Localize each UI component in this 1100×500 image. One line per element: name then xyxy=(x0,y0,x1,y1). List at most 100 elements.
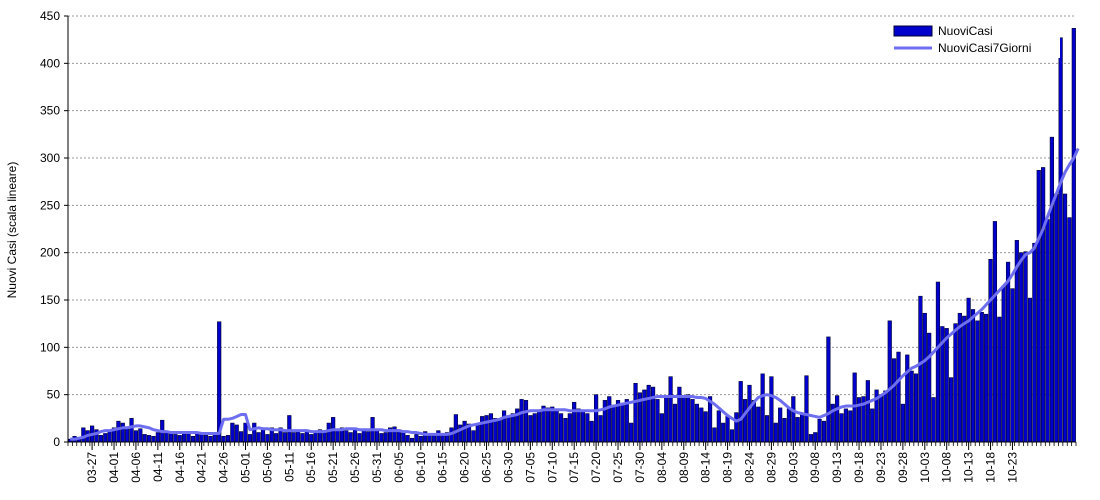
bar xyxy=(900,403,905,443)
x-tick-label: 05-21 xyxy=(326,452,340,483)
bar xyxy=(506,416,511,443)
bar xyxy=(484,415,489,443)
bar xyxy=(203,435,209,443)
x-tick-label: 08-09 xyxy=(677,452,691,483)
bar xyxy=(681,397,686,443)
bar xyxy=(773,422,778,443)
bar xyxy=(778,407,783,443)
bar xyxy=(300,433,305,443)
bar xyxy=(747,384,752,443)
bar xyxy=(510,413,515,443)
bar xyxy=(699,407,704,443)
x-tick-label: 05-11 xyxy=(282,452,296,482)
bar xyxy=(865,380,870,443)
bar xyxy=(256,432,261,443)
bar xyxy=(563,418,568,443)
bar xyxy=(304,431,309,443)
bar xyxy=(274,433,279,443)
x-tick-label: 09-08 xyxy=(808,452,822,483)
bar xyxy=(361,429,366,443)
bar xyxy=(1071,28,1076,443)
bar xyxy=(786,408,792,443)
bar xyxy=(453,414,458,443)
bar xyxy=(523,400,529,443)
bar xyxy=(791,396,796,443)
bar xyxy=(576,408,581,443)
bar xyxy=(633,383,638,443)
line-series-nuovicasi7giorni xyxy=(70,147,1080,441)
x-tick-label: 05-31 xyxy=(370,452,384,483)
x-tick-label: 10-08 xyxy=(940,452,954,483)
bar xyxy=(913,373,919,443)
x-tick-label: 04-26 xyxy=(217,452,231,483)
x-tick-label: 08-19 xyxy=(721,452,735,483)
x-tick-label: 09-03 xyxy=(786,452,800,483)
bar xyxy=(970,309,976,443)
bar xyxy=(672,403,678,443)
x-tick-label: 04-01 xyxy=(107,452,121,483)
bar xyxy=(795,417,800,443)
bar xyxy=(931,397,936,443)
bar xyxy=(475,424,480,443)
bar xyxy=(817,418,822,443)
x-tick-label: 07-25 xyxy=(611,452,625,483)
y-tick-label: 50 xyxy=(47,388,61,402)
bar xyxy=(313,432,318,443)
bar xyxy=(532,413,537,443)
bar xyxy=(892,358,897,443)
x-tick-label: 09-13 xyxy=(830,452,844,483)
x-tick-label: 10-23 xyxy=(1005,452,1019,483)
bar xyxy=(418,436,423,443)
bar xyxy=(414,434,419,443)
bar xyxy=(979,312,984,443)
x-tick-label: 09-18 xyxy=(852,452,866,483)
bar xyxy=(909,370,914,443)
bar xyxy=(572,401,577,443)
bar xyxy=(103,433,108,443)
bar xyxy=(182,433,187,443)
bar xyxy=(953,323,958,443)
bar xyxy=(537,411,542,443)
x-tick-label: 08-24 xyxy=(743,452,757,483)
bar xyxy=(528,415,533,443)
bar xyxy=(624,399,629,443)
bar xyxy=(650,386,656,443)
bar xyxy=(1005,261,1011,443)
bar xyxy=(712,427,717,443)
bar xyxy=(813,432,818,443)
bar xyxy=(225,435,231,443)
bar xyxy=(133,430,139,443)
bar xyxy=(821,420,827,443)
bar xyxy=(554,408,559,443)
bar xyxy=(594,394,599,443)
bar xyxy=(589,420,594,443)
bar xyxy=(234,424,239,443)
bar xyxy=(725,416,730,443)
bar xyxy=(835,395,840,443)
bar xyxy=(1023,251,1028,443)
bar xyxy=(659,413,664,443)
bar xyxy=(260,428,266,443)
bar xyxy=(1041,167,1046,443)
y-tick-label: 300 xyxy=(40,151,60,165)
x-tick-label: 04-06 xyxy=(129,452,143,483)
bar xyxy=(734,412,739,443)
bar xyxy=(1032,242,1037,443)
bar xyxy=(199,434,204,443)
x-tick-label: 04-11 xyxy=(151,452,165,482)
bar xyxy=(247,434,252,443)
bar xyxy=(668,376,673,443)
bar xyxy=(265,434,270,443)
bar xyxy=(427,435,432,443)
bar xyxy=(997,316,1002,443)
y-tick-label: 150 xyxy=(40,293,60,307)
bar xyxy=(808,434,813,443)
x-tick-label: 07-15 xyxy=(567,452,581,483)
bar xyxy=(177,435,182,443)
legend: NuoviCasi NuoviCasi7Giorni xyxy=(885,20,1060,58)
bar xyxy=(287,415,292,443)
bar xyxy=(887,320,892,443)
bar xyxy=(1049,136,1054,443)
